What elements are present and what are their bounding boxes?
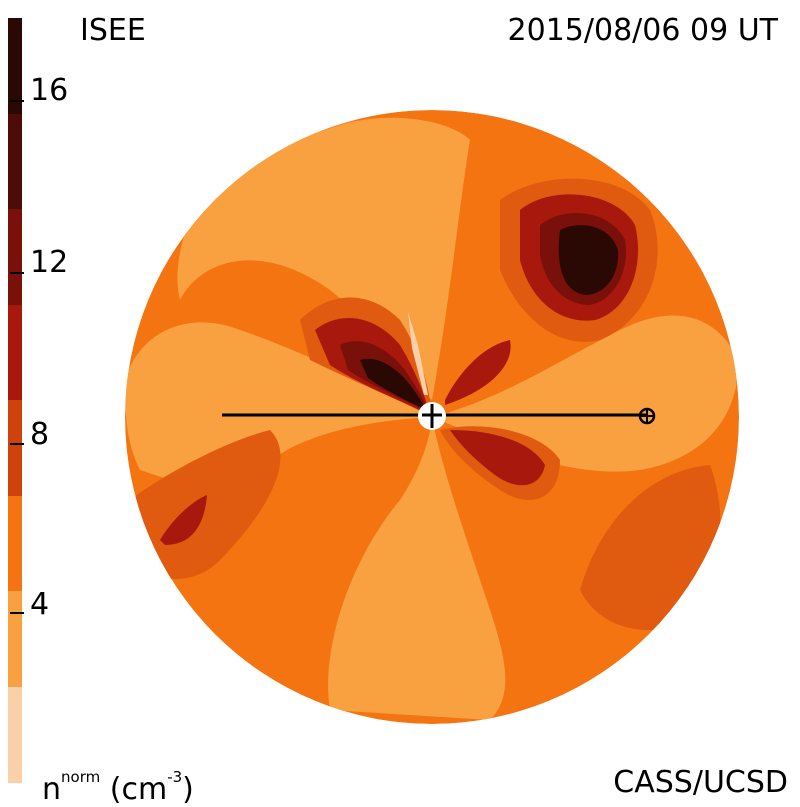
region-dark-d [445, 340, 511, 405]
tickmark-8 [10, 443, 24, 445]
tickmark-4 [10, 612, 24, 614]
unit-sup: norm [61, 768, 101, 786]
title-date: 2015/08/06 09 UT [507, 13, 778, 48]
title-left: ISEE [80, 13, 146, 48]
colorbar-level-1 [8, 113, 22, 210]
tick-label-8: 8 [30, 417, 50, 452]
tick-label-16: 16 [30, 73, 69, 108]
region-mid-b [580, 465, 721, 630]
colorbar-level-5 [8, 495, 22, 592]
colorbar-level-0 [8, 18, 22, 115]
tickmark-16 [10, 100, 24, 102]
colorbar-unit-label: nnorm (cm-3) [42, 768, 194, 805]
tick-label-12: 12 [30, 245, 69, 280]
region-light-left [125, 322, 432, 486]
region-dark-e [160, 495, 207, 545]
earth-icon [638, 407, 656, 425]
unit-paren: (cm [109, 772, 168, 807]
region-dark-c [450, 430, 545, 486]
colorbar-level-3 [8, 304, 22, 401]
region-lightest-sliver [408, 312, 428, 395]
colorbar-level-6 [8, 591, 22, 688]
credit-label: CASS/UCSD [613, 765, 788, 800]
colorbar-level-2 [8, 209, 22, 306]
tick-label-4: 4 [30, 587, 50, 622]
colorbar [8, 18, 22, 783]
tickmark-12 [10, 272, 24, 274]
unit-exp: -3 [167, 768, 183, 786]
colorbar-level-7 [8, 686, 22, 783]
unit-close: ) [182, 772, 194, 807]
sun-icon [418, 402, 446, 430]
region-darkest-b [360, 358, 426, 410]
unit-base: n [42, 772, 62, 807]
region-darkest-a [558, 225, 619, 295]
colorbar-level-4 [8, 400, 22, 497]
region-light-bottom [328, 417, 506, 720]
